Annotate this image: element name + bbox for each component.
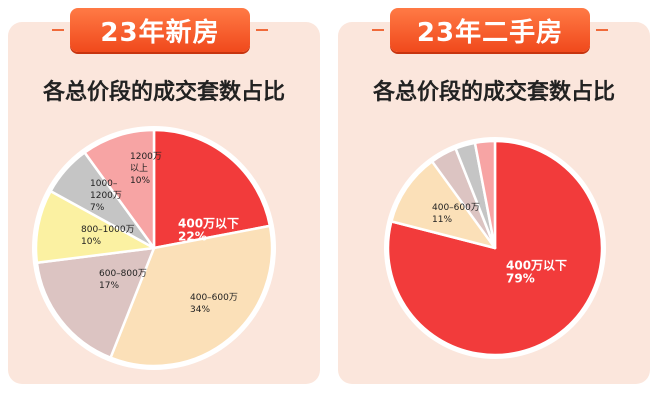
new-home-badge: 23年新房: [70, 8, 250, 52]
pie-slice-0-3: [34, 189, 156, 265]
slice-label-0-1: 400–600万 34%: [190, 293, 238, 315]
new-home-chart-title: 各总价段的成交套数占比: [42, 80, 285, 105]
resale-home-chart-title: 各总价段的成交套数占比: [372, 80, 615, 105]
slice-label-0-0: 400万以下 22%: [178, 217, 239, 244]
slice-label-0-3: 800–1000万 10%: [81, 225, 135, 247]
resale-home-badge: 23年二手房: [390, 8, 590, 52]
slice-label-1-1: 400–600万 11%: [432, 203, 480, 225]
pie-slice-0-0: [152, 128, 272, 250]
pie-slice-0-5: [83, 128, 156, 250]
slice-label-0-5: 1200万以上 10%: [130, 152, 162, 186]
pie-slice-0-2: [35, 246, 156, 359]
slice-label-1-0: 400万以下 79%: [506, 259, 567, 286]
slice-label-0-4: 1000– 1200万 7%: [90, 179, 122, 213]
pie-slice-1-4: [473, 139, 497, 250]
pie-slice-1-1: [390, 160, 497, 250]
pie-slice-0-1: [109, 224, 274, 368]
pie-slice-1-0: [386, 139, 604, 357]
slice-label-0-2: 600–800万 17%: [99, 269, 147, 291]
